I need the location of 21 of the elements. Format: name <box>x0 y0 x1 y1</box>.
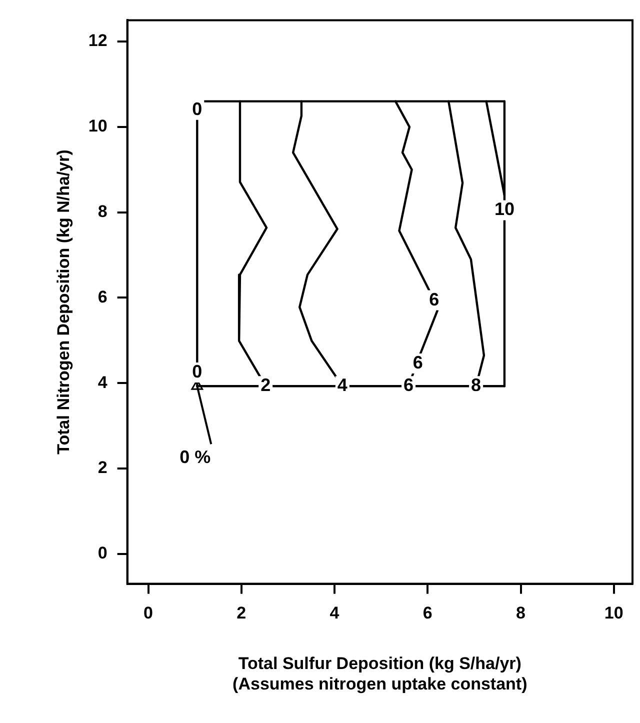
y-tick-label: 2 <box>98 458 108 478</box>
x-tick-label: 2 <box>236 604 246 623</box>
annotation: 0 % <box>180 447 211 468</box>
annotation: 6 <box>412 352 423 372</box>
x-tick-label: 6 <box>422 604 432 623</box>
y-tick-label: 6 <box>98 287 108 306</box>
y-axis-title: Total Nitrogen Deposition (kg N/ha/yr) <box>54 150 73 454</box>
x-tick-label: 4 <box>330 604 340 623</box>
annotation: 0 <box>192 361 202 382</box>
y-tick-label: 12 <box>88 31 108 50</box>
annotation: 0 <box>192 98 202 119</box>
y-tick-label: 4 <box>98 372 108 392</box>
annotation: 10 <box>494 199 514 220</box>
x-tick-label: 10 <box>604 604 624 623</box>
x-tick-label: 8 <box>516 604 526 623</box>
x-axis-title: Total Sulfur Deposition (kg S/ha/yr) (Assumes nitrogen uptake constant) <box>232 654 528 694</box>
y-tick-label: 8 <box>98 202 108 222</box>
x-tick-label: 0 <box>144 604 153 623</box>
y-tick-label: 10 <box>88 116 108 136</box>
y-tick-label: 0 <box>98 544 108 563</box>
annotation: 6 <box>429 289 440 310</box>
